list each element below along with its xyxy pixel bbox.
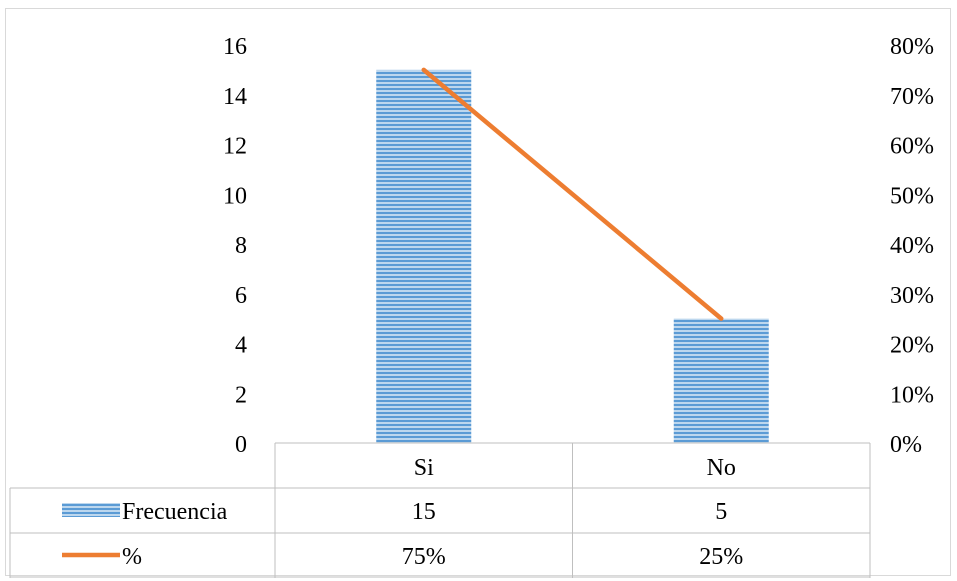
category-label: Si [414, 455, 434, 481]
right-axis-tick-label: 60% [890, 134, 934, 160]
data-table-grid [9, 442, 871, 578]
right-axis: 0% 10% 20% 30% 40% 50% 60% 70% 80% [890, 34, 934, 458]
table-cell-value: 5 [715, 499, 727, 525]
left-axis-tick-label: 6 [235, 283, 247, 309]
table-cell-value: 15 [412, 499, 436, 525]
right-axis-tick-label: 0% [890, 432, 922, 458]
right-axis-tick-label: 40% [890, 233, 934, 259]
category-label: No [707, 455, 736, 481]
left-axis-tick-label: 0 [235, 432, 247, 458]
left-axis-tick-label: 2 [235, 382, 247, 408]
right-axis-tick-label: 10% [890, 382, 934, 408]
left-axis: 0 2 4 6 8 10 12 14 16 [223, 34, 247, 458]
right-axis-tick-label: 30% [890, 283, 934, 309]
left-axis-tick-label: 14 [223, 84, 247, 110]
left-axis-tick-label: 8 [235, 233, 247, 259]
table-cell-value: 75% [402, 544, 446, 570]
bar-si [376, 69, 472, 443]
legend-label: Frecuencia [122, 499, 228, 525]
bar-no [673, 318, 769, 443]
right-axis-tick-label: 70% [890, 84, 934, 110]
right-axis-tick-label: 80% [890, 34, 934, 60]
bar-series-frecuencia [376, 69, 769, 443]
table-cell-value: 25% [699, 544, 743, 570]
line-percent [421, 67, 724, 321]
left-axis-tick-label: 4 [235, 333, 247, 359]
left-axis-tick-label: 16 [223, 34, 247, 60]
line-series-percent [421, 67, 724, 321]
legend-label: % [122, 544, 142, 570]
right-axis-tick-label: 20% [890, 333, 934, 359]
data-table: Si No Frecuencia 15 5% 75% 25% [62, 455, 743, 570]
right-axis-tick-label: 50% [890, 183, 934, 209]
left-axis-tick-label: 12 [223, 134, 247, 160]
chart-frame [5, 8, 951, 576]
left-axis-tick-label: 10 [223, 183, 247, 209]
legend-key-frecuencia [62, 503, 120, 517]
